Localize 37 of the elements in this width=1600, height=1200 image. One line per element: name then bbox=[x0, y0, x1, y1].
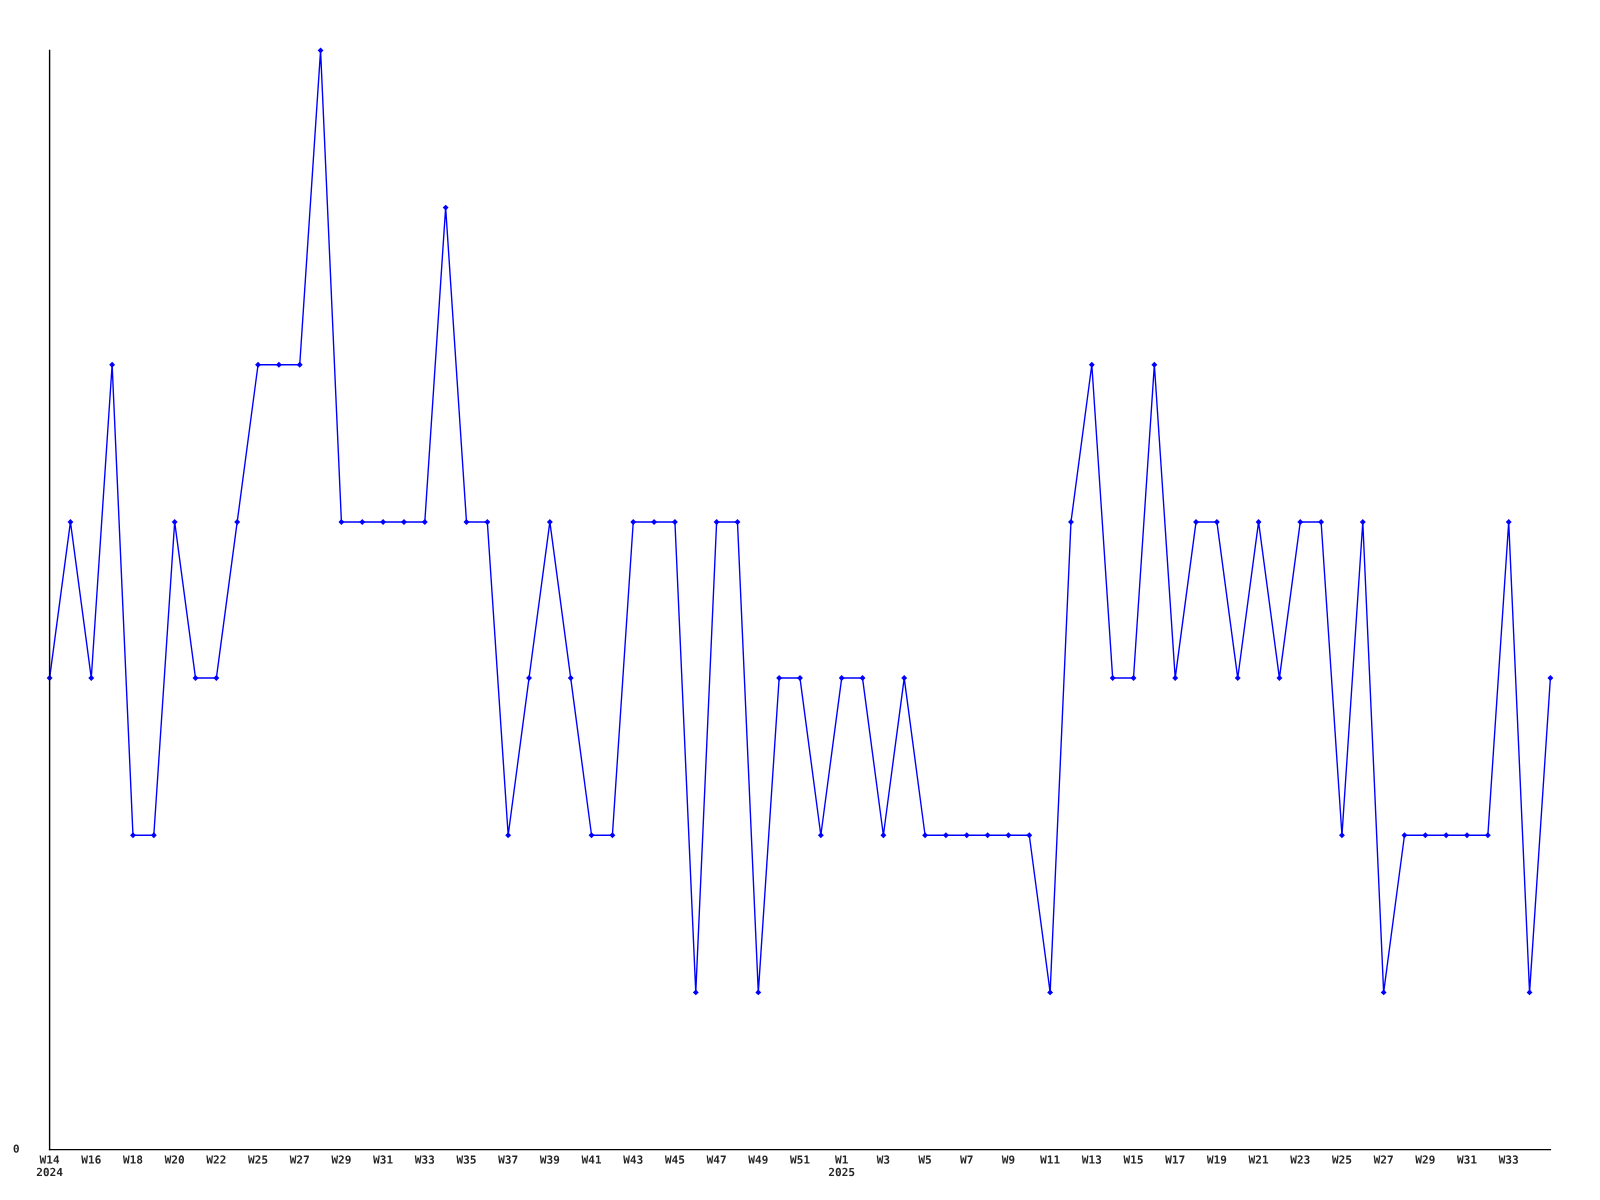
x-tick-label: W7 bbox=[960, 1155, 973, 1164]
x-tick-label: W49 bbox=[748, 1155, 768, 1164]
x-tick-label: W20 bbox=[164, 1155, 185, 1164]
x-tick-label: W31 bbox=[1456, 1155, 1477, 1164]
x-tick-label: W41 bbox=[581, 1155, 602, 1164]
x-tick-label: W45 bbox=[664, 1155, 685, 1164]
x-tick-label: W16 bbox=[81, 1155, 101, 1164]
x-tick-label: W29 bbox=[1415, 1155, 1435, 1164]
x-tick-label: W31 bbox=[373, 1155, 393, 1164]
x-tick-label: W35 bbox=[456, 1155, 476, 1164]
x-tick-label: W14 2024 bbox=[36, 1155, 63, 1177]
x-tick-label: W21 bbox=[1248, 1155, 1269, 1164]
x-tick-label: W33 bbox=[1498, 1155, 1519, 1164]
x-tick-label: W13 bbox=[1081, 1155, 1102, 1164]
x-tick-label: W37 bbox=[498, 1155, 518, 1164]
x-tick-label: W27 bbox=[1373, 1155, 1393, 1164]
x-tick-label: W43 bbox=[623, 1155, 643, 1164]
x-tick-label: W5 bbox=[918, 1155, 931, 1164]
x-tick-label: W25 bbox=[1331, 1155, 1352, 1164]
x-tick-label: W9 bbox=[1001, 1155, 1015, 1164]
x-tick-label: W19 bbox=[1206, 1155, 1227, 1164]
x-tick-label: W47 bbox=[706, 1155, 726, 1164]
x-tick-label: W51 bbox=[789, 1155, 810, 1164]
x-tick-label: W18 bbox=[122, 1155, 143, 1164]
x-tick-label: W11 bbox=[1040, 1155, 1060, 1164]
x-tick-label: W22 bbox=[206, 1155, 226, 1164]
x-tick-label: W1 2025 bbox=[828, 1155, 855, 1177]
x-tick-label: W27 bbox=[289, 1155, 309, 1164]
x-tick-label: W25 bbox=[248, 1155, 268, 1164]
text: 0 bbox=[13, 1144, 19, 1153]
x-tick-label: W15 bbox=[1123, 1155, 1143, 1164]
x-tick-label: W29 bbox=[331, 1155, 351, 1164]
x-tick-label: W23 bbox=[1290, 1155, 1310, 1164]
x-tick-label: W3 bbox=[876, 1155, 890, 1164]
x-tick-label: W17 bbox=[1165, 1155, 1185, 1164]
x-tick-label: W33 bbox=[414, 1155, 435, 1164]
x-tick-label: W39 bbox=[539, 1155, 560, 1164]
